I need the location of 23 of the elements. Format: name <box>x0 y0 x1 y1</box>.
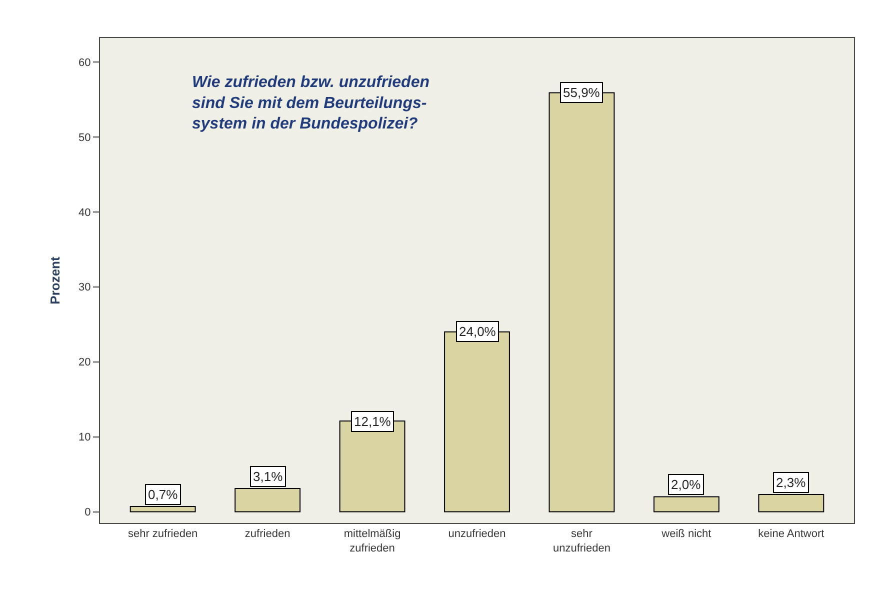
data-label: 55,9% <box>563 85 600 100</box>
x-tick-label: mittelmäßig zufrieden <box>344 528 401 554</box>
y-tick-label: 30 <box>78 282 91 294</box>
x-tick-label: sehr zufrieden <box>128 528 198 540</box>
data-label: 2,0% <box>671 477 702 492</box>
text: Wie zufrieden bzw. unzufrieden sind Sie mit dem Beurteilungs- system in der Bundespolizei? <box>192 74 430 133</box>
x-tick-label: keine Antwort <box>758 528 824 540</box>
x-tick-label: sehr unzufrieden <box>552 528 610 554</box>
data-label: 3,1% <box>253 469 284 484</box>
data-label: 2,3% <box>776 475 806 490</box>
data-label: 24,0% <box>459 324 496 339</box>
y-tick-label: 50 <box>78 132 91 144</box>
x-tick-label: unzufrieden <box>448 528 506 540</box>
x-tick-label: zufrieden <box>244 528 290 540</box>
data-label: 12,1% <box>354 414 392 429</box>
y-tick-label: 20 <box>78 356 91 369</box>
y-axis-title: Prozent <box>48 256 62 304</box>
data-label: 0,7% <box>148 487 178 502</box>
x-tick-label: weiß nicht <box>660 528 712 540</box>
y-tick-label: 40 <box>78 206 91 219</box>
y-tick-label: 0 <box>84 506 91 519</box>
y-tick-label: 60 <box>78 56 91 69</box>
y-tick-label: 10 <box>78 432 91 444</box>
